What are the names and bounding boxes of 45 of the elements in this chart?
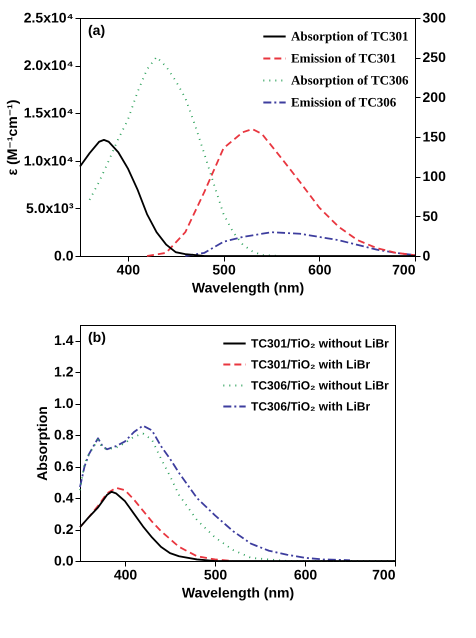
y-tick-label: 1.2 [54,364,74,380]
y-tick-label: 5.0x10³ [26,200,74,216]
y2-tick-label: 150 [422,128,446,144]
y-tick-label: 0.0 [54,248,74,264]
legend-label: TC306/TiO₂ without LiBr [251,378,390,392]
x-tick-label: 500 [204,566,228,582]
x-tick-label: 600 [294,566,318,582]
legend-label: Absorption of TC301 [291,28,409,44]
y2-tick-label: 250 [422,49,446,66]
legend-label: Absorption of TC306 [291,72,409,88]
y-tick-label: 0.4 [54,490,74,506]
legend-label: TC306/TiO₂ with LiBr [251,400,370,414]
y2-tick-label: 300 [422,10,446,26]
x-tick-label: 700 [372,566,396,582]
y2-tick-label: 100 [422,168,446,184]
y-tick-label: 1.4 [54,332,74,348]
x-tick-label: 700 [392,262,416,278]
x-tick-label: 600 [308,262,332,278]
y-tick-label: 0.8 [54,426,74,443]
x-axis-title: Wavelength (nm) [192,280,304,296]
y-tick-label: 1.0x10⁴ [24,152,74,168]
y-tick-label: 0.6 [54,458,74,474]
y-tick-label: 1.5x10⁴ [24,104,74,121]
y-tick-label: 2.5x10⁴ [24,10,74,26]
x-tick-label: 500 [212,262,236,278]
y2-tick-label: 200 [422,88,446,105]
annotation: (a) [88,22,106,38]
legend-label: TC301/TiO₂ without LiBr [251,336,390,350]
legend-label: Emission of TC301 [291,50,396,66]
x-axis-title: Wavelength (nm) [182,584,294,600]
x-tick-label: 400 [114,566,138,582]
y-tick-label: 1.0 [54,395,74,412]
y2-tick-label: 0 [422,248,430,264]
y-tick-label: 0.2 [54,521,74,538]
y-tick-label: 0.0 [54,552,74,568]
annotation: (b) [88,329,106,345]
line-series [146,128,416,257]
y-tick-label: 2.0x10⁴ [24,57,74,74]
y-axis-title: Absorption [34,406,50,481]
y2-tick-label: 50 [422,208,438,224]
y-axis-title: ε (M⁻¹cm⁻¹) [4,100,20,176]
legend-label: Emission of TC306 [291,94,397,110]
line-series [79,424,351,562]
x-tick-label: 400 [116,262,140,278]
legend-label: TC301/TiO₂ with LiBr [251,358,370,372]
